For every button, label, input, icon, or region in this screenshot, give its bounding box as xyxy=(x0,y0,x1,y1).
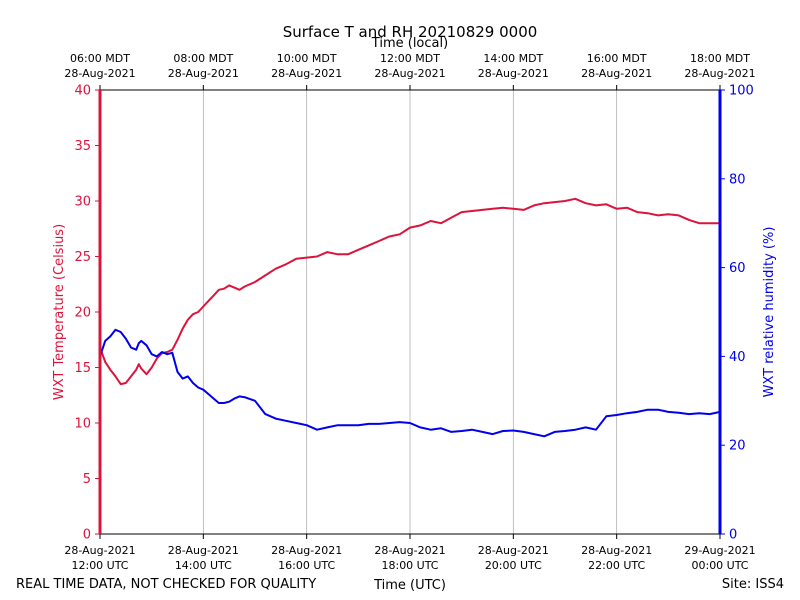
left-tick-label-8: 40 xyxy=(74,84,91,99)
bottom-tick-date-5: 28-Aug-2021 xyxy=(581,544,652,557)
top-tick-time-2: 10:00 MDT xyxy=(277,52,337,65)
top-tick-time-6: 18:00 MDT xyxy=(690,52,750,65)
top-axis-label: Time (local) xyxy=(371,36,448,51)
tick-labels: 0 5 10 15 20 25 30 35 40 0 20 40 60 80 100 28-Aug-2021 1… xyxy=(64,52,755,572)
left-tick-label-0: 0 xyxy=(83,528,91,543)
right-tick-label-4: 80 xyxy=(729,172,746,187)
right-tick-label-2: 40 xyxy=(729,350,746,365)
top-tick-date-4: 28-Aug-2021 xyxy=(478,67,549,80)
bottom-tick-time-2: 16:00 UTC xyxy=(278,559,335,572)
bottom-tick-date-6: 29-Aug-2021 xyxy=(684,544,755,557)
series-lines xyxy=(99,197,721,438)
top-tick-date-2: 28-Aug-2021 xyxy=(271,67,342,80)
top-tick-date-5: 28-Aug-2021 xyxy=(581,67,652,80)
top-tick-date-3: 28-Aug-2021 xyxy=(374,67,445,80)
bottom-tick-date-2: 28-Aug-2021 xyxy=(271,544,342,557)
bottom-tick-date-0: 28-Aug-2021 xyxy=(64,544,135,557)
top-tick-date-0: 28-Aug-2021 xyxy=(64,67,135,80)
right-tick-label-1: 20 xyxy=(729,439,746,454)
y-axis-right-label: WXT relative humidity (%) xyxy=(762,227,777,398)
left-tick-label-6: 30 xyxy=(74,195,91,210)
x-axis-label: Time (UTC) xyxy=(373,578,446,593)
right-tick-label-0: 0 xyxy=(729,528,737,543)
left-tick-label-3: 15 xyxy=(74,361,91,376)
right-tick-label-3: 60 xyxy=(729,261,746,276)
top-tick-date-1: 28-Aug-2021 xyxy=(168,67,239,80)
top-tick-time-3: 12:00 MDT xyxy=(380,52,440,65)
top-tick-time-4: 14:00 MDT xyxy=(483,52,543,65)
right-tick-label-5: 100 xyxy=(729,84,754,99)
left-tick-label-7: 35 xyxy=(74,139,91,154)
top-tick-time-0: 06:00 MDT xyxy=(70,52,130,65)
left-tick-label-5: 25 xyxy=(74,250,91,265)
y-axis-left-label: WXT Temperature (Celsius) xyxy=(52,224,67,400)
site-label: Site: ISS4 xyxy=(722,577,784,592)
bottom-tick-date-1: 28-Aug-2021 xyxy=(168,544,239,557)
temperature-line xyxy=(99,197,720,386)
bottom-tick-time-3: 18:00 UTC xyxy=(381,559,438,572)
top-tick-date-6: 28-Aug-2021 xyxy=(684,67,755,80)
chart-title: Surface T and RH 20210829 0000 xyxy=(283,23,538,41)
bottom-tick-time-5: 22:00 UTC xyxy=(588,559,645,572)
top-tick-time-5: 16:00 MDT xyxy=(587,52,647,65)
top-tick-time-1: 08:00 MDT xyxy=(173,52,233,65)
humidity-line xyxy=(99,328,721,438)
bottom-tick-time-4: 20:00 UTC xyxy=(485,559,542,572)
quality-note: REAL TIME DATA, NOT CHECKED FOR QUALITY xyxy=(16,577,316,592)
left-tick-label-2: 10 xyxy=(74,417,91,432)
left-tick-label-4: 20 xyxy=(74,306,91,321)
bottom-tick-time-0: 12:00 UTC xyxy=(71,559,128,572)
bottom-tick-date-4: 28-Aug-2021 xyxy=(478,544,549,557)
bottom-tick-time-1: 14:00 UTC xyxy=(175,559,232,572)
left-tick-label-1: 5 xyxy=(83,472,91,487)
bottom-tick-date-3: 28-Aug-2021 xyxy=(374,544,445,557)
bottom-tick-time-6: 00:00 UTC xyxy=(691,559,748,572)
